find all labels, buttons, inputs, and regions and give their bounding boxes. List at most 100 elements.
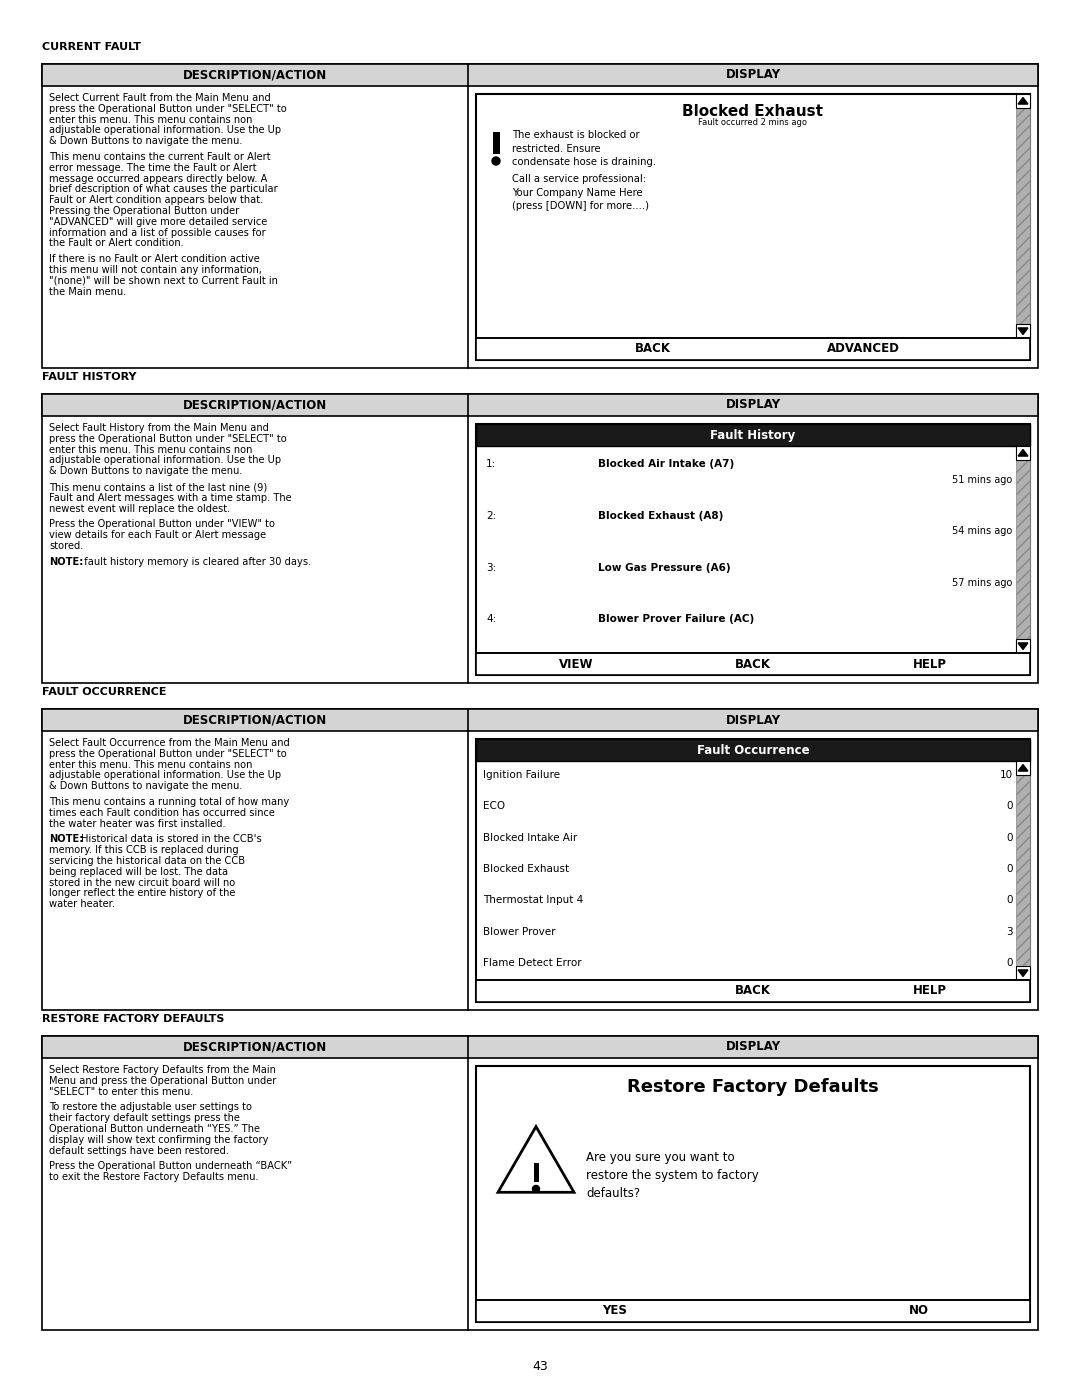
Text: Fault occurred 2 mins ago: Fault occurred 2 mins ago (699, 117, 808, 127)
Bar (1016, 638, 1030, 652)
Text: 4:: 4: (486, 615, 496, 624)
Text: & Down Buttons to navigate the menu.: & Down Buttons to navigate the menu. (49, 136, 243, 147)
Text: BACK: BACK (735, 658, 771, 671)
Text: information and a list of possible causes for: information and a list of possible cause… (49, 228, 266, 237)
Bar (476, 1301, 1030, 1322)
Text: The exhaust is blocked or
restricted. Ensure
condensate hose is draining.: The exhaust is blocked or restricted. En… (512, 130, 657, 168)
Bar (492, 131, 499, 154)
Polygon shape (1018, 328, 1028, 334)
Bar (42, 1037, 1038, 1330)
Text: the Main menu.: the Main menu. (49, 286, 126, 296)
Text: press the Operational Button under "SELECT" to: press the Operational Button under "SELE… (49, 103, 287, 113)
Text: If there is no Fault or Alert condition active: If there is no Fault or Alert condition … (49, 254, 260, 264)
Text: error message. The time the Fault or Alert: error message. The time the Fault or Ale… (49, 163, 257, 173)
Text: 3: 3 (1007, 926, 1013, 936)
Text: Fault and Alert messages with a time stamp. The: Fault and Alert messages with a time sta… (49, 493, 292, 503)
Text: NOTE:: NOTE: (49, 834, 83, 844)
Text: This menu contains a running total of how many: This menu contains a running total of ho… (49, 798, 289, 807)
Text: DESCRIPTION/ACTION: DESCRIPTION/ACTION (183, 68, 327, 81)
Text: DISPLAY: DISPLAY (726, 68, 781, 81)
Text: This menu contains a list of the last nine (9): This menu contains a list of the last ni… (49, 482, 267, 492)
Text: 0: 0 (1007, 802, 1013, 812)
Circle shape (532, 1186, 540, 1193)
Bar (1016, 324, 1030, 338)
Text: 1:: 1: (486, 460, 496, 469)
Text: BACK: BACK (635, 342, 672, 355)
Bar (1016, 460, 1030, 638)
Bar (42, 1037, 1038, 1058)
Text: 10: 10 (1000, 770, 1013, 780)
Text: press the Operational Button under "SELECT" to: press the Operational Button under "SELE… (49, 434, 287, 444)
Text: adjustable operational information. Use the Up: adjustable operational information. Use … (49, 126, 281, 136)
Text: Call a service professional:
Your Company Name Here
(press [DOWN] for more....): Call a service professional: Your Compan… (512, 175, 649, 211)
Text: ECO: ECO (483, 802, 505, 812)
Text: 3:: 3: (486, 563, 496, 573)
Text: FAULT HISTORY: FAULT HISTORY (42, 372, 136, 381)
Text: DESCRIPTION/ACTION: DESCRIPTION/ACTION (183, 714, 327, 726)
Polygon shape (498, 1126, 573, 1192)
Polygon shape (1018, 764, 1028, 771)
Bar (476, 739, 1030, 761)
Text: ADVANCED: ADVANCED (827, 342, 901, 355)
Text: "(none)" will be shown next to Current Fault in: "(none)" will be shown next to Current F… (49, 275, 278, 286)
Text: Blocked Exhaust: Blocked Exhaust (483, 863, 569, 875)
Text: their factory default settings press the: their factory default settings press the (49, 1113, 240, 1123)
Text: message occurred appears directly below. A: message occurred appears directly below.… (49, 173, 268, 183)
Text: FAULT OCCURRENCE: FAULT OCCURRENCE (42, 687, 166, 697)
Text: press the Operational Button under "SELECT" to: press the Operational Button under "SELE… (49, 749, 287, 759)
Bar (534, 1162, 539, 1182)
Text: Low Gas Pressure (A6): Low Gas Pressure (A6) (598, 563, 730, 573)
Text: Flame Detect Error: Flame Detect Error (483, 958, 582, 968)
Bar (42, 394, 1038, 683)
Text: 2:: 2: (486, 511, 496, 521)
Text: Blocked Air Intake (A7): Blocked Air Intake (A7) (598, 460, 734, 469)
Bar (42, 64, 1038, 367)
Bar (476, 425, 1030, 446)
Text: Menu and press the Operational Button under: Menu and press the Operational Button un… (49, 1076, 276, 1085)
Text: water heater.: water heater. (49, 900, 114, 909)
Text: Restore Factory Defaults: Restore Factory Defaults (627, 1078, 879, 1097)
Text: Press the Operational Button under "VIEW" to: Press the Operational Button under "VIEW… (49, 520, 275, 529)
Text: 57 mins ago: 57 mins ago (951, 578, 1012, 588)
Text: being replaced will be lost. The data: being replaced will be lost. The data (49, 866, 228, 877)
Text: Blocked Exhaust (A8): Blocked Exhaust (A8) (598, 511, 724, 521)
Bar (42, 710, 1038, 1010)
Text: & Down Buttons to navigate the menu.: & Down Buttons to navigate the menu. (49, 467, 243, 476)
Text: DISPLAY: DISPLAY (726, 714, 781, 726)
Text: DESCRIPTION/ACTION: DESCRIPTION/ACTION (183, 1041, 327, 1053)
Bar (476, 1066, 1030, 1322)
Text: VIEW: VIEW (558, 658, 593, 671)
Text: default settings have been restored.: default settings have been restored. (49, 1146, 229, 1155)
Text: & Down Buttons to navigate the menu.: & Down Buttons to navigate the menu. (49, 781, 243, 791)
Text: adjustable operational information. Use the Up: adjustable operational information. Use … (49, 455, 281, 465)
Text: This menu contains the current Fault or Alert: This menu contains the current Fault or … (49, 152, 271, 162)
Polygon shape (1018, 643, 1028, 650)
Text: 51 mins ago: 51 mins ago (951, 475, 1012, 485)
Polygon shape (1018, 970, 1028, 977)
Text: "SELECT" to enter this menu.: "SELECT" to enter this menu. (49, 1087, 193, 1097)
Bar (476, 981, 1030, 1002)
Text: Historical data is stored in the CCB's: Historical data is stored in the CCB's (81, 834, 261, 844)
Text: times each Fault condition has occurred since: times each Fault condition has occurred … (49, 807, 275, 817)
Bar (1016, 775, 1030, 965)
Text: Select Current Fault from the Main Menu and: Select Current Fault from the Main Menu … (49, 94, 271, 103)
Text: To restore the adjustable user settings to: To restore the adjustable user settings … (49, 1102, 252, 1112)
Text: to exit the Restore Factory Defaults menu.: to exit the Restore Factory Defaults men… (49, 1172, 258, 1182)
Text: adjustable operational information. Use the Up: adjustable operational information. Use … (49, 770, 281, 781)
Text: newest event will replace the oldest.: newest event will replace the oldest. (49, 503, 230, 514)
Text: Blocked Exhaust: Blocked Exhaust (683, 103, 824, 119)
Text: view details for each Fault or Alert message: view details for each Fault or Alert mes… (49, 531, 266, 541)
Text: longer reflect the entire history of the: longer reflect the entire history of the (49, 888, 235, 898)
Text: Select Fault Occurrence from the Main Menu and: Select Fault Occurrence from the Main Me… (49, 738, 289, 747)
Text: this menu will not contain any information,: this menu will not contain any informati… (49, 265, 261, 275)
Text: DISPLAY: DISPLAY (726, 1041, 781, 1053)
Bar (476, 425, 1030, 675)
Bar (1016, 761, 1030, 775)
Bar (1016, 94, 1030, 108)
Text: NOTE:: NOTE: (49, 557, 83, 567)
Text: HELP: HELP (914, 985, 947, 997)
Text: memory. If this CCB is replaced during: memory. If this CCB is replaced during (49, 845, 239, 855)
Bar (476, 652, 1030, 675)
Text: 54 mins ago: 54 mins ago (951, 527, 1012, 536)
Bar (476, 739, 1030, 1002)
